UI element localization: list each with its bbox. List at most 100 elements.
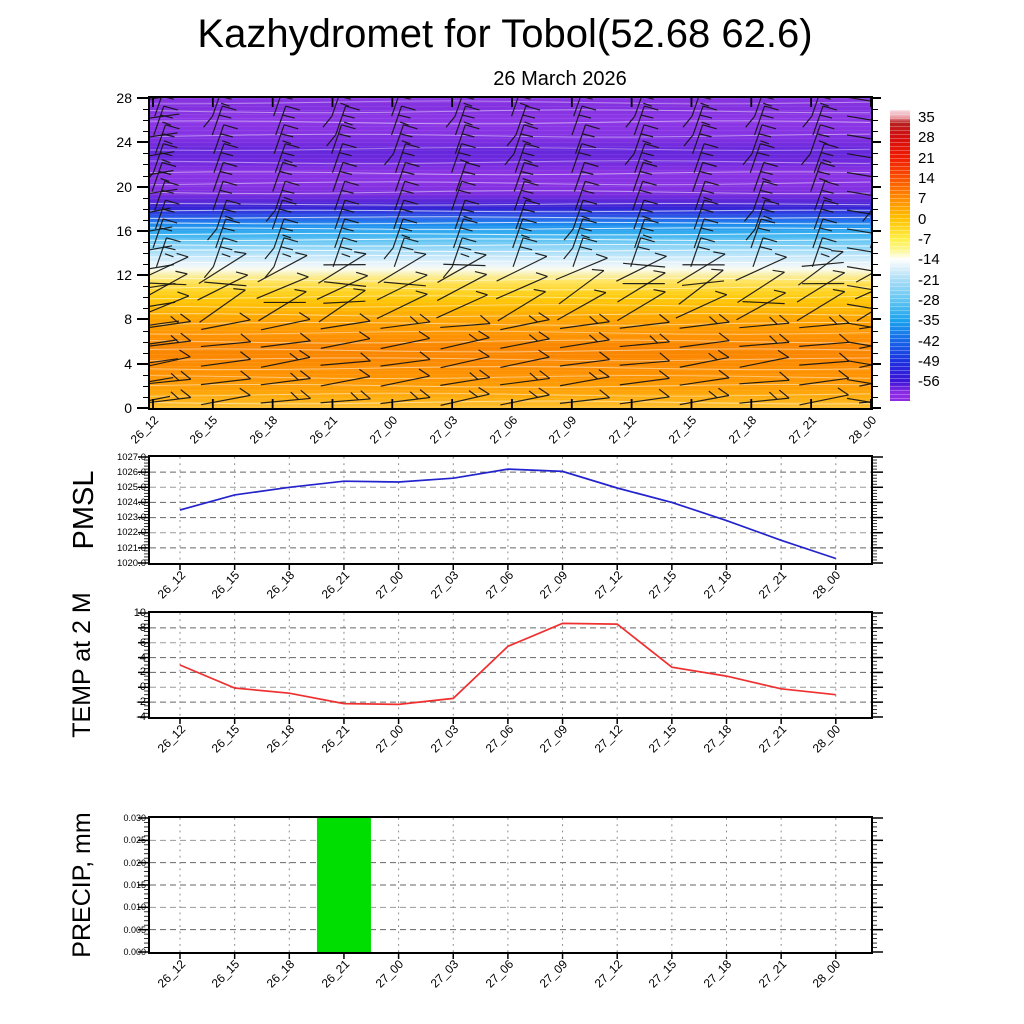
barb-feather [643,199,659,205]
barb-staff [150,282,187,286]
profile-y-tick-minor [873,164,878,166]
barb-staff [260,356,311,368]
barb-staff [150,356,191,369]
barb-feather [819,246,832,251]
barb-feather [763,161,778,168]
profile-x-label-text: 26_15 [187,413,221,447]
temperature-contour-line [150,321,871,326]
barb-staff [215,218,227,249]
wind-barb [320,331,371,349]
y-tick-label: 1026.0 [116,466,146,478]
barb-feather [831,250,844,253]
temperature-contour-line [150,238,871,242]
barb-feather [757,152,770,157]
barb-staff [799,360,850,366]
barb-staff [676,253,726,284]
barb-staff [334,199,346,230]
barb-staff [451,237,463,267]
barb-feather [713,251,726,255]
profile-y-tick-minor [143,264,148,266]
wind-barb [858,398,871,404]
TEMP at 2 M-x-label-text: 27_03 [427,722,462,756]
colorbar-tick-label: -42 [918,332,940,350]
profile-y-tick-minor [143,308,148,310]
profile-y-tick-minor [143,396,148,398]
edge-wind-barb [150,132,178,138]
barb-feather [763,180,778,186]
barb-staff [274,181,286,211]
wind-barb [555,253,608,281]
barb-feather [702,105,718,111]
barb-feather [769,391,778,400]
barb-staff [150,256,189,282]
barb-feather [699,114,713,119]
barb-feather [479,369,491,379]
barb-feather [222,140,231,145]
barb-staff [380,337,430,350]
TEMP at 2 M-x-label-text: 27_12 [591,722,626,756]
barb-feather [718,313,730,323]
wind-barb [380,368,430,387]
wind-barb [320,368,371,387]
barb-feather [595,253,608,259]
barb-staff [802,282,845,285]
barb-feather [777,349,789,358]
barb-staff [854,275,871,300]
profile-y-tick-major [873,318,881,321]
barb-feather [759,246,773,251]
barb-feather [697,246,710,251]
wind-barb [675,290,727,319]
PRECIP, mm-x-label-text: 26_21 [318,957,352,991]
barb-feather [226,199,241,205]
barb-feather [419,313,431,323]
barb-feather [285,143,300,149]
barb-feather [702,161,717,168]
wind-barb [318,251,367,284]
barb-feather [646,98,654,100]
barb-feather [589,315,599,324]
barb-staff [742,153,753,166]
PMSL-x-label-text: 26_21 [318,568,352,602]
barb-staff [572,218,584,249]
profile-x-label-text: 27_00 [366,413,401,447]
temperature-contour-line [150,120,871,125]
barb-staff [753,105,766,136]
barb-staff [440,337,490,350]
barb-feather [280,246,294,251]
wind-barb [619,333,670,348]
barb-feather [822,159,832,164]
profile-y-tick-minor [873,374,878,376]
barb-staff [693,143,705,173]
barb-feather [760,170,773,176]
barb-staff [264,266,275,279]
barb-feather [653,270,666,274]
barb-feather [280,227,294,232]
profile-y-tick-minor [143,241,148,243]
barb-feather [524,161,539,168]
barb-staff [500,338,550,349]
barb-staff [752,181,765,211]
barb-staff [436,294,488,319]
barb-staff [692,162,704,192]
wind-barb [440,386,490,406]
wind-barb [497,288,546,322]
barb-feather [774,253,787,258]
profile-x-label-text: 27_21 [785,413,820,447]
barb-staff [690,237,702,267]
barb-staff [574,124,587,155]
vertical-profile-panel [148,96,873,410]
barb-feather [824,180,839,186]
barb-feather [824,199,839,205]
barb-feather [403,124,418,130]
profile-y-tick-major [873,141,881,144]
barb-staff [207,228,217,241]
temperature-contour-line [150,243,871,247]
profile-x-label-text: 27_03 [426,413,461,447]
wind-barb [440,349,490,369]
barb-staff [739,341,790,347]
barb-staff [500,394,550,406]
profile-y-tick-major [137,274,148,277]
barb-feather [701,208,714,213]
wind-barb [257,252,308,283]
barb-staff [754,98,762,117]
